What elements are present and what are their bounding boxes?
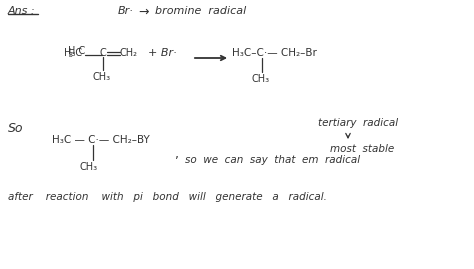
Text: + Br·: + Br· [148, 48, 177, 58]
Text: Br·: Br· [118, 6, 134, 16]
Text: ,: , [175, 148, 179, 161]
Text: Ans :: Ans : [8, 6, 36, 16]
Text: most  stable: most stable [330, 144, 394, 154]
Text: So: So [8, 122, 24, 135]
Text: bromine  radical: bromine radical [155, 6, 246, 16]
Text: C: C [100, 48, 107, 58]
Text: after    reaction    with   pi   bond   will   generate   a   radical.: after reaction with pi bond will generat… [8, 192, 327, 202]
Text: H₃C–C·— CH₂–Br: H₃C–C·— CH₂–Br [232, 48, 317, 58]
Text: CH₂: CH₂ [120, 48, 138, 58]
Text: →: → [138, 6, 148, 19]
Text: CH₃: CH₃ [80, 162, 98, 172]
Text: CH₃: CH₃ [93, 72, 111, 82]
Text: so  we  can  say  that  em  radical: so we can say that em radical [185, 155, 360, 165]
Text: CH₃: CH₃ [252, 74, 270, 84]
Text: H₃C — C·— CH₂–BY: H₃C — C·— CH₂–BY [52, 135, 150, 145]
Text: tertiary  radical: tertiary radical [318, 118, 398, 128]
Text: 3: 3 [64, 52, 73, 58]
Text: H C: H C [68, 46, 85, 56]
Text: H₃C: H₃C [64, 48, 82, 58]
